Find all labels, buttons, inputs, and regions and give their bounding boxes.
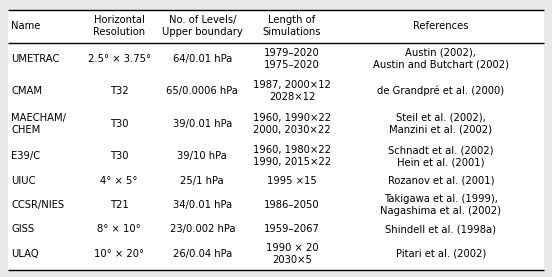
Text: GISS: GISS bbox=[11, 224, 34, 234]
Text: 65/0.0006 hPa: 65/0.0006 hPa bbox=[166, 86, 238, 96]
Text: 1959–2067: 1959–2067 bbox=[264, 224, 320, 234]
Text: 1960, 1990×22
2000, 2030×22: 1960, 1990×22 2000, 2030×22 bbox=[253, 113, 331, 135]
Text: T32: T32 bbox=[110, 86, 129, 96]
Text: Rozanov et al. (2001): Rozanov et al. (2001) bbox=[388, 176, 494, 186]
Text: T30: T30 bbox=[110, 151, 129, 161]
Text: Horizontal
Resolution: Horizontal Resolution bbox=[93, 16, 145, 37]
Text: 26/0.04 hPa: 26/0.04 hPa bbox=[173, 249, 232, 259]
Text: T30: T30 bbox=[110, 119, 129, 129]
Text: Pitari et al. (2002): Pitari et al. (2002) bbox=[396, 249, 486, 259]
Text: UMETRAC: UMETRAC bbox=[11, 54, 60, 64]
Text: 23/0.002 hPa: 23/0.002 hPa bbox=[169, 224, 235, 234]
Text: Shindell et al. (1998a): Shindell et al. (1998a) bbox=[385, 224, 496, 234]
Text: Name: Name bbox=[11, 21, 40, 31]
Text: 39/10 hPa: 39/10 hPa bbox=[177, 151, 227, 161]
Text: UIUC: UIUC bbox=[11, 176, 35, 186]
Text: 1987, 2000×12
2028×12: 1987, 2000×12 2028×12 bbox=[253, 80, 331, 102]
Text: 1986–2050: 1986–2050 bbox=[264, 200, 320, 210]
Text: 10° × 20°: 10° × 20° bbox=[94, 249, 144, 259]
Text: CMAM: CMAM bbox=[11, 86, 42, 96]
Text: Schnadt et al. (2002)
Hein et al. (2001): Schnadt et al. (2002) Hein et al. (2001) bbox=[388, 145, 493, 167]
Text: 39/0.01 hPa: 39/0.01 hPa bbox=[173, 119, 232, 129]
Text: Steil et al. (2002),
Manzini et al. (2002): Steil et al. (2002), Manzini et al. (200… bbox=[389, 113, 492, 135]
Text: 1960, 1980×22
1990, 2015×22: 1960, 1980×22 1990, 2015×22 bbox=[253, 145, 331, 167]
Text: CCSR/NIES: CCSR/NIES bbox=[11, 200, 64, 210]
Text: 1995 ×15: 1995 ×15 bbox=[267, 176, 317, 186]
Text: 8° × 10°: 8° × 10° bbox=[97, 224, 141, 234]
Text: 4° × 5°: 4° × 5° bbox=[100, 176, 138, 186]
Text: MAECHAM/
CHEM: MAECHAM/ CHEM bbox=[11, 113, 66, 135]
Text: ULAQ: ULAQ bbox=[11, 249, 39, 259]
Text: 64/0.01 hPa: 64/0.01 hPa bbox=[173, 54, 232, 64]
Text: References: References bbox=[413, 21, 469, 31]
Text: Length of
Simulations: Length of Simulations bbox=[263, 16, 321, 37]
Text: 34/0.01 hPa: 34/0.01 hPa bbox=[173, 200, 232, 210]
Text: E39/C: E39/C bbox=[11, 151, 40, 161]
Text: 1979–2020
1975–2020: 1979–2020 1975–2020 bbox=[264, 48, 320, 70]
Text: 25/1 hPa: 25/1 hPa bbox=[181, 176, 224, 186]
Text: 2.5° × 3.75°: 2.5° × 3.75° bbox=[88, 54, 151, 64]
Text: T21: T21 bbox=[110, 200, 129, 210]
Text: Takigawa et al. (1999),
Nagashima et al. (2002): Takigawa et al. (1999), Nagashima et al.… bbox=[380, 194, 501, 216]
Text: Austin (2002),
Austin and Butchart (2002): Austin (2002), Austin and Butchart (2002… bbox=[373, 48, 509, 70]
Text: No. of Levels/
Upper boundary: No. of Levels/ Upper boundary bbox=[162, 16, 243, 37]
Text: 1990 × 20
2030×5: 1990 × 20 2030×5 bbox=[266, 243, 319, 265]
Text: de Grandpré et al. (2000): de Grandpré et al. (2000) bbox=[377, 86, 505, 96]
